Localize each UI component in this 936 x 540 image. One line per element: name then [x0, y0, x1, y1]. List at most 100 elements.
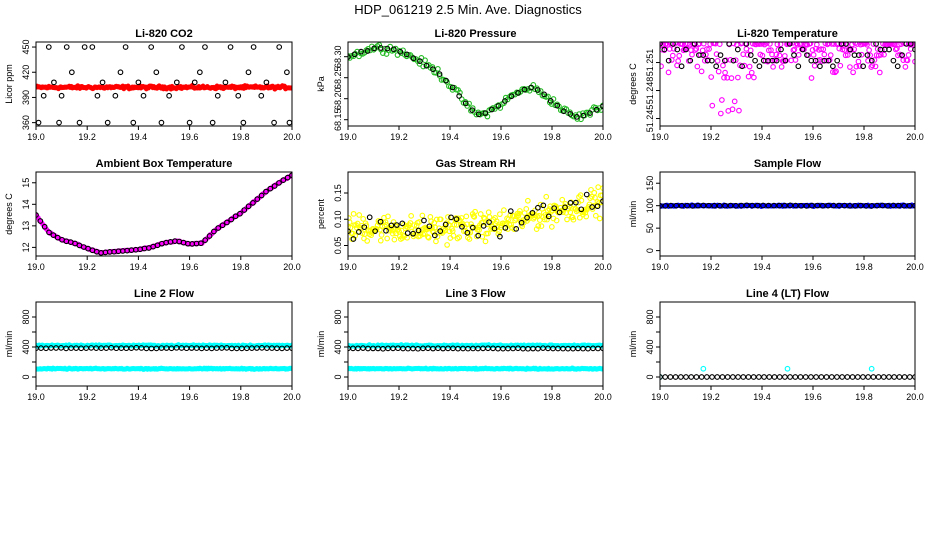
series-black: [36, 172, 292, 256]
data-point: [534, 87, 541, 93]
data-point: [912, 202, 915, 209]
data-point: [508, 93, 515, 100]
data-point: [377, 45, 384, 51]
plot-frame: [35, 171, 293, 257]
x-tick-label: 19.0: [27, 262, 45, 272]
data-point: [567, 200, 574, 206]
data-point: [458, 215, 465, 221]
data-point: [841, 202, 848, 209]
data-point: [703, 51, 709, 58]
data-point: [700, 52, 707, 58]
data-point: [553, 217, 560, 224]
data-point: [481, 214, 487, 221]
data-point: [600, 366, 603, 372]
data-point: [112, 92, 119, 99]
data-point: [573, 114, 580, 120]
data-point: [420, 63, 427, 70]
data-point: [595, 184, 602, 190]
data-point: [700, 42, 707, 47]
data-point: [573, 199, 579, 206]
data-point: [280, 177, 287, 183]
data-point: [854, 42, 861, 47]
data-point: [901, 202, 908, 209]
data-point: [284, 69, 290, 76]
data-point: [890, 202, 897, 209]
data-point: [717, 110, 724, 117]
data-point: [587, 110, 593, 116]
x-tick-label: 19.4: [130, 132, 148, 142]
x-tick-label: 19.6: [181, 392, 199, 402]
data-point: [667, 202, 674, 209]
data-point: [94, 92, 101, 99]
data-point: [873, 42, 879, 47]
chart-title: Ambient Box Temperature: [96, 158, 233, 170]
data-point: [756, 374, 762, 380]
chart-title: Line 4 (LT) Flow: [746, 288, 829, 300]
data-point: [912, 46, 915, 53]
data-point: [758, 42, 765, 47]
data-point: [391, 236, 398, 243]
x-tick-label: 19.4: [441, 392, 459, 402]
x-tick-label: 19.4: [130, 262, 148, 272]
y-tick-label: 13: [21, 221, 31, 231]
data-point: [850, 69, 856, 76]
data-point: [911, 42, 915, 47]
data-point: [428, 218, 434, 225]
series-cyan: [348, 365, 603, 372]
data-point: [228, 216, 235, 223]
data-point: [782, 57, 789, 64]
data-point: [868, 57, 875, 64]
data-point: [580, 112, 587, 119]
data-point: [665, 57, 672, 64]
data-point: [467, 229, 474, 236]
data-point: [733, 202, 739, 209]
data-point: [729, 106, 736, 113]
data-point: [577, 192, 584, 198]
data-point: [507, 208, 514, 215]
y-tick-label: 800: [21, 309, 31, 324]
data-point: [528, 84, 534, 91]
data-point: [674, 46, 681, 53]
data-point: [679, 42, 686, 48]
x-tick-label: 19.4: [753, 132, 771, 142]
data-point: [761, 374, 767, 380]
series-black: [348, 345, 603, 352]
data-point: [224, 219, 230, 226]
data-point: [754, 202, 761, 209]
data-point: [828, 374, 835, 380]
data-point: [703, 374, 710, 380]
data-point: [683, 374, 689, 380]
data-point: [691, 42, 698, 47]
data-point: [898, 42, 904, 47]
data-point: [693, 46, 700, 52]
x-tick-label: 19.2: [390, 262, 408, 272]
x-tick-label: 19.2: [390, 392, 408, 402]
data-point: [743, 42, 750, 47]
data-point: [356, 229, 362, 235]
data-point: [855, 52, 862, 58]
y-axis-label: ml/min: [4, 331, 14, 358]
data-point: [466, 100, 472, 107]
data-point: [390, 46, 397, 53]
data-point: [593, 106, 600, 113]
data-point: [804, 52, 810, 58]
data-point: [744, 51, 751, 58]
data-point: [662, 203, 669, 209]
data-point: [400, 47, 406, 54]
x-tick-label: 19.0: [339, 262, 357, 272]
data-point: [548, 224, 555, 230]
data-point: [158, 119, 165, 126]
data-point: [371, 45, 378, 52]
data-point: [535, 223, 542, 229]
data-point: [450, 232, 457, 239]
data-point: [462, 100, 469, 107]
data-point: [874, 202, 880, 209]
y-tick-label: 0: [333, 374, 343, 379]
data-point: [784, 365, 791, 372]
x-tick-label: 19.6: [181, 262, 199, 272]
data-point: [583, 109, 590, 116]
data-point: [778, 46, 784, 53]
data-point: [271, 183, 278, 189]
data-point: [377, 218, 384, 225]
data-point: [431, 232, 438, 239]
